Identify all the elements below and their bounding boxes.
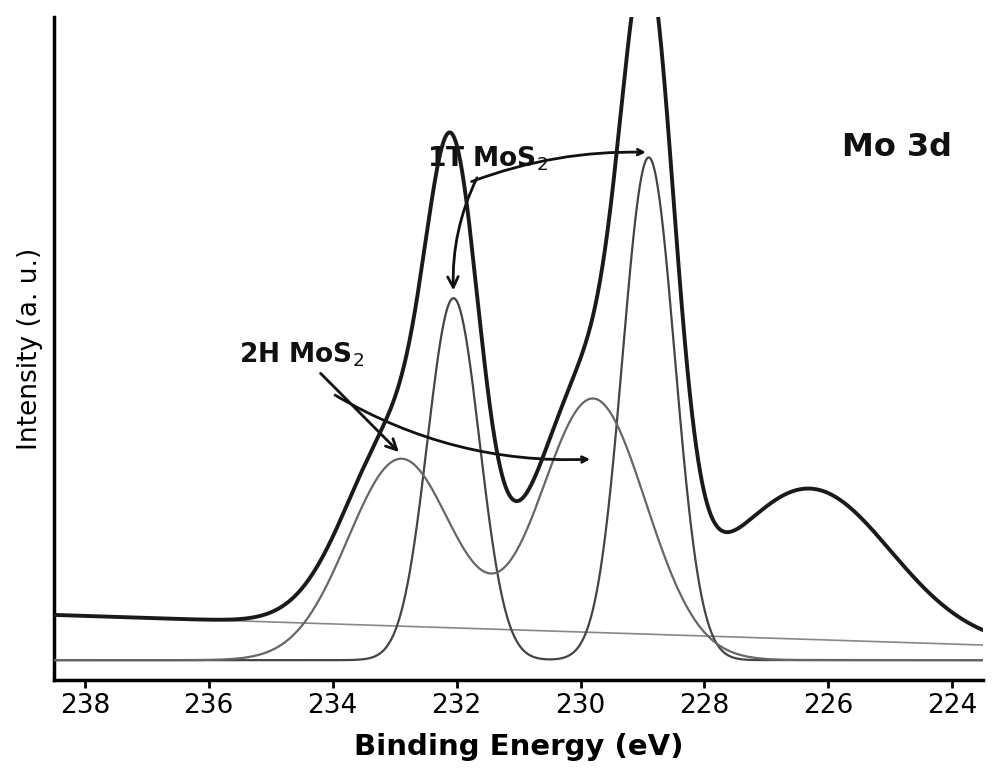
Text: 2H MoS$_2$: 2H MoS$_2$ (239, 340, 397, 450)
Text: 1T MoS$_2$: 1T MoS$_2$ (427, 144, 548, 287)
Y-axis label: Intensity (a. u.): Intensity (a. u.) (17, 247, 43, 450)
Text: Mo 3d: Mo 3d (842, 132, 952, 163)
X-axis label: Binding Energy (eV): Binding Energy (eV) (354, 734, 683, 762)
